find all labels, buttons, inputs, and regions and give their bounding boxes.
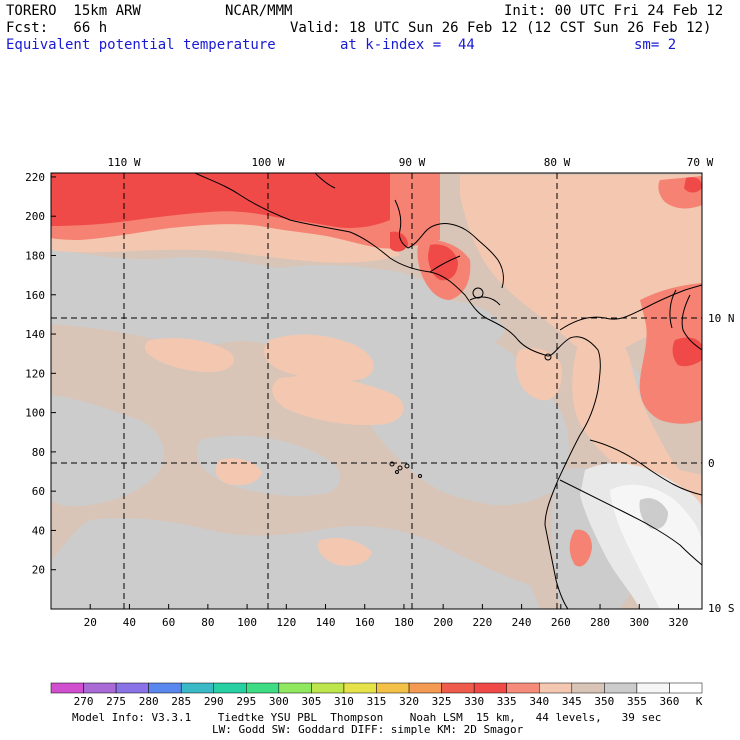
x-tick-label: 200: [433, 616, 453, 629]
y-tick-label: 180: [25, 249, 45, 262]
colorbar-label: 295: [236, 695, 256, 708]
colorbar-swatch: [539, 682, 573, 694]
colorbar-label: 280: [139, 695, 159, 708]
graticule: [51, 173, 702, 609]
colorbar-label: 285: [171, 695, 191, 708]
colorbar-label: 355: [627, 695, 647, 708]
lon-label: 80 W: [544, 156, 571, 169]
x-tick-label: 220: [472, 616, 492, 629]
x-tick-label: 120: [276, 616, 296, 629]
colorbar-label: 330: [464, 695, 484, 708]
valid-time: Valid: 18 UTC Sun 26 Feb 12 (12 CST Sun …: [290, 20, 712, 36]
colorbar-swatch: [246, 682, 280, 694]
colorbar-swatch: [571, 682, 605, 694]
y-tick-label: 100: [25, 407, 45, 420]
colorbar-label: 300: [269, 695, 289, 708]
lat-labels: 10 N 0 10 S: [708, 312, 735, 615]
x-tick-label: 40: [123, 616, 136, 629]
y-tick-label: 60: [32, 485, 45, 498]
colorbar-swatch: [506, 682, 540, 694]
colorbar-label: 325: [432, 695, 452, 708]
colorbar-label: 315: [367, 695, 387, 708]
colorbar-swatch: [213, 682, 247, 694]
x-tick-label: 320: [669, 616, 689, 629]
y-tick-label: 200: [25, 210, 45, 223]
level-info: at k-index = 44: [340, 37, 475, 53]
y-tick-label: 160: [25, 289, 45, 302]
x-tick-label: 80: [201, 616, 214, 629]
colorbar-label: 305: [301, 695, 321, 708]
colorbar-label: 340: [529, 695, 549, 708]
lat-label: 10 S: [708, 602, 735, 615]
init-time: Init: 00 UTC Fri 24 Feb 12: [504, 3, 724, 19]
x-tick-label: 300: [629, 616, 649, 629]
x-tick-label: 140: [316, 616, 336, 629]
colorbar-label: 310: [334, 695, 354, 708]
colorbar: 270 275 280 285 290 295 300 305 310 315 320 325 330 3…: [50, 682, 703, 708]
y-tick-label: 20: [32, 564, 45, 577]
model-info-line1: Model Info: V3.3.1 Tiedtke YSU PBL Thomp…: [72, 711, 662, 724]
field-name: Equivalent potential temperature: [6, 37, 276, 53]
lon-labels: 110 W 100 W 90 W 80 W 70 W: [107, 156, 713, 169]
colorbar-label: 345: [562, 695, 582, 708]
map-frame: [50, 172, 703, 610]
colorbar-swatch: [473, 682, 507, 694]
colorbar-label: 350: [594, 695, 614, 708]
y-tick-label: 40: [32, 524, 45, 537]
colorbar-swatch: [83, 682, 117, 694]
lon-label: 100 W: [251, 156, 284, 169]
center-title: NCAR/MMM: [225, 3, 293, 19]
smoothing-info: sm= 2: [634, 37, 677, 53]
colorbar-swatch: [343, 682, 377, 694]
colorbar-swatch: [278, 682, 312, 694]
y-axis-ticks: 20 40 60 80 100 120 140 160 180 200 220: [25, 171, 56, 577]
colorbar-swatch: [115, 682, 149, 694]
x-tick-label: 20: [84, 616, 97, 629]
colorbar-label: 335: [497, 695, 517, 708]
colorbar-swatch: [669, 682, 703, 694]
x-tick-label: 100: [237, 616, 257, 629]
colorbar-swatch: [50, 682, 84, 694]
y-tick-label: 220: [25, 171, 45, 184]
theta-e-355-360-bands: [580, 463, 702, 609]
forecast-hour: Fcst: 66 h: [6, 20, 108, 36]
colorbar-label: 320: [399, 695, 419, 708]
colorbar-swatch: [441, 682, 475, 694]
colorbar-swatch: [604, 682, 638, 694]
x-axis-ticks: 20 40 60 80 100 120 140 160 180 200 220 240 260 280 30…: [84, 604, 689, 629]
colorbar-swatch: [311, 682, 345, 694]
model-title: TORERO 15km ARW: [6, 3, 141, 19]
colorbar-swatch: [148, 682, 182, 694]
coastlines: [194, 173, 702, 609]
map-panel: [51, 173, 702, 609]
colorbar-swatch: [376, 682, 410, 694]
x-tick-label: 260: [551, 616, 571, 629]
colorbar-swatch: [180, 682, 214, 694]
lon-label: 70 W: [687, 156, 714, 169]
y-tick-label: 80: [32, 446, 45, 459]
x-tick-label: 240: [512, 616, 532, 629]
y-tick-label: 120: [25, 367, 45, 380]
y-tick-label: 140: [25, 328, 45, 341]
colorbar-label: 275: [106, 695, 126, 708]
lat-label: 10 N: [708, 312, 735, 325]
x-tick-label: 60: [162, 616, 175, 629]
colorbar-label: 290: [204, 695, 224, 708]
colorbar-unit: K: [696, 695, 703, 708]
theta-e-330-band: [51, 173, 702, 367]
lon-label: 110 W: [107, 156, 140, 169]
lon-label: 90 W: [399, 156, 426, 169]
colorbar-label: 270: [74, 695, 94, 708]
x-tick-label: 280: [590, 616, 610, 629]
colorbar-label: 360: [660, 695, 680, 708]
lat-label: 0: [708, 457, 715, 470]
x-tick-label: 180: [394, 616, 414, 629]
colorbar-swatch: [636, 682, 670, 694]
colorbar-swatch: [408, 682, 442, 694]
x-tick-label: 160: [355, 616, 375, 629]
model-info-line2: LW: Godd SW: Goddard DIFF: simple KM: 2D…: [212, 723, 524, 736]
